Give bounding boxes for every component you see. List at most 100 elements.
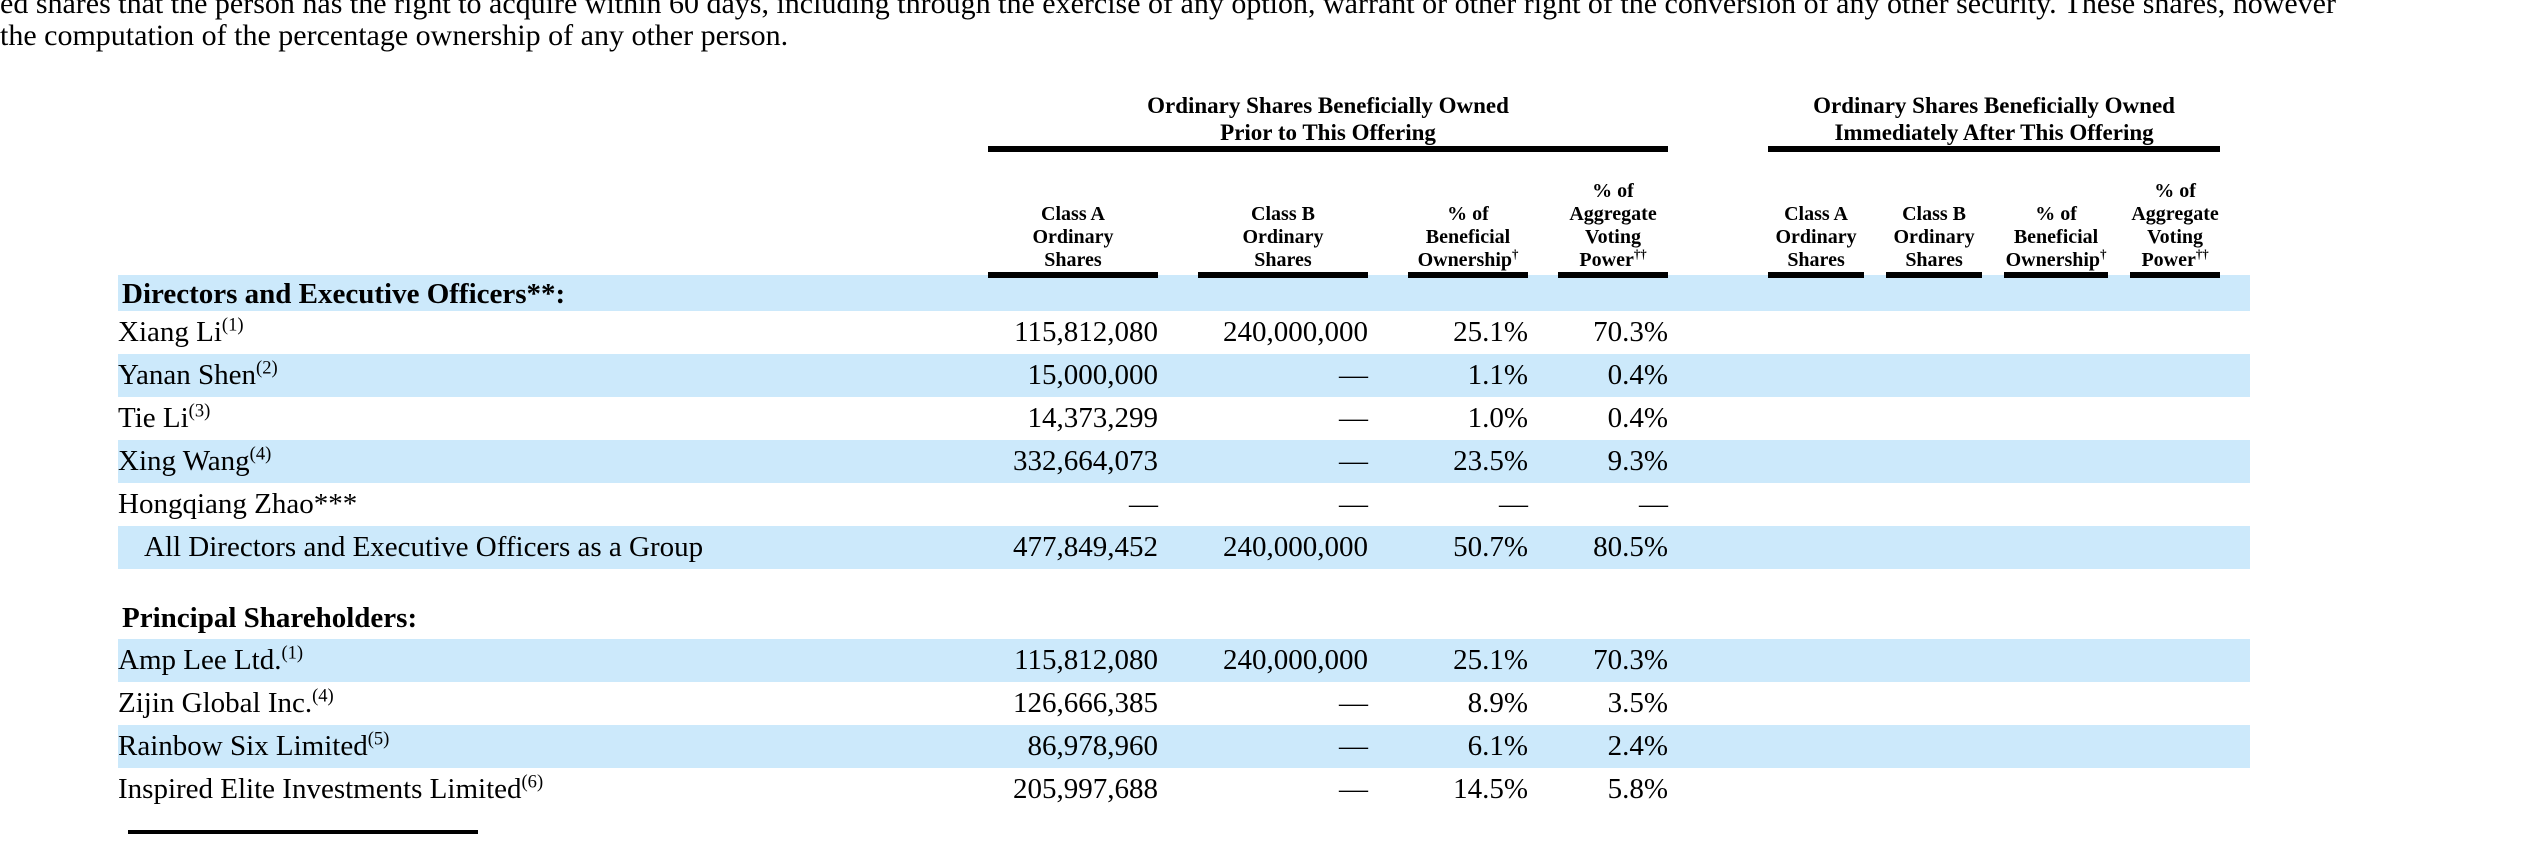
value-cell: 1.0% [1467, 402, 1528, 434]
column-gap [1158, 768, 1198, 811]
column-gap [2108, 526, 2130, 569]
value-cell [1768, 354, 1864, 397]
value-cell: — [1339, 730, 1368, 762]
column-gap [1668, 682, 1768, 725]
column-gap [1158, 397, 1198, 440]
column-header-classB-after: Class B Ordinary Shares [1886, 149, 1983, 278]
column-gap [1982, 440, 2004, 483]
paragraph-line-1: ed shares that the person has the right … [0, 0, 2336, 20]
value-cell [1886, 526, 1982, 569]
column-gap [2220, 639, 2250, 682]
column-gap [1982, 682, 2004, 725]
value-cell [2004, 725, 2108, 768]
value-cell: 0.4% [1607, 359, 1669, 391]
value-cell: 3.5% [1607, 687, 1669, 719]
column-gap [1158, 311, 1198, 354]
column-gap [1864, 483, 1886, 526]
column-gap [1528, 397, 1558, 440]
value-cell [2004, 526, 2108, 569]
value-cell: 1.1% [1467, 359, 1528, 391]
value-cell [2130, 354, 2220, 397]
value-cell [2130, 639, 2220, 682]
column-gap [1668, 440, 1768, 483]
footnote-ref: (2) [256, 357, 278, 379]
column-gap [2220, 483, 2250, 526]
column-gap [1982, 526, 2004, 569]
column-gap [1528, 440, 1558, 483]
column-gap [1982, 354, 2004, 397]
footnote-ref: (3) [188, 400, 211, 422]
table-row: All Directors and Executive Officers as … [118, 526, 2251, 569]
value-cell: 70.3% [1593, 644, 1669, 676]
value-cell: — [1339, 773, 1368, 805]
shareholder-name-text: Inspired Elite Investments Limited [118, 773, 522, 805]
shareholder-name: Rainbow Six Limited(5) [118, 725, 988, 768]
shareholder-name: Yanan Shen(2) [118, 354, 988, 397]
value-cell [2130, 725, 2220, 768]
column-gap [1864, 354, 1886, 397]
column-header-ownership-prior: % of Beneficial Ownership† [1408, 149, 1528, 278]
value-cell [2004, 397, 2108, 440]
table-row: Tie Li(3) 14,373,299 — 1.0% 0.4% [118, 397, 2250, 440]
column-gap [1864, 149, 1886, 275]
empty-cell [118, 149, 988, 275]
column-gap [1368, 397, 1408, 440]
shareholder-name-text: Hongqiang Zhao*** [118, 488, 358, 520]
column-gap [1158, 440, 1198, 483]
shareholder-name: Tie Li(3) [118, 397, 988, 440]
value-cell [1886, 682, 1982, 725]
group-header-after: Ordinary Shares Beneficially Owned Immed… [1768, 90, 2221, 152]
value-cell: 80.5% [1593, 531, 1669, 563]
value-cell [1886, 725, 1982, 768]
value-cell: 0.4% [1607, 402, 1669, 434]
shareholder-name: Inspired Elite Investments Limited(6) [118, 768, 988, 811]
column-gap [1528, 639, 1558, 682]
column-gap [1528, 526, 1558, 569]
value-cell [1886, 768, 1982, 811]
column-header-voting-prior: % of Aggregate Voting Power†† [1558, 149, 1669, 278]
value-cell: 126,666,385 [1013, 687, 1158, 719]
column-gap [1368, 639, 1408, 682]
column-gap [1864, 682, 1886, 725]
column-gap [1864, 440, 1886, 483]
column-gap [1368, 682, 1408, 725]
value-cell [1768, 311, 1864, 354]
paragraph-line-2: the computation of the percentage owners… [0, 19, 789, 52]
column-gap [1158, 682, 1198, 725]
value-cell [1768, 483, 1864, 526]
column-gap [1528, 725, 1558, 768]
value-cell: — [1129, 488, 1158, 520]
column-gap [1864, 397, 1886, 440]
value-cell [1768, 768, 1864, 811]
shareholder-name: Amp Lee Ltd.(1) [118, 639, 988, 682]
column-header-classB-prior: Class B Ordinary Shares [1198, 149, 1368, 278]
column-gap [2220, 725, 2250, 768]
value-cell: 477,849,452 [1013, 531, 1158, 563]
value-cell [1886, 354, 1982, 397]
column-gap [2108, 397, 2130, 440]
value-cell [1886, 311, 1982, 354]
value-cell: 70.3% [1593, 316, 1669, 348]
shareholder-name-text: Yanan Shen [118, 359, 257, 391]
column-gap [1368, 311, 1408, 354]
column-gap [1982, 311, 2004, 354]
value-cell: 115,812,080 [1014, 316, 1158, 348]
value-cell [1768, 725, 1864, 768]
value-cell [2130, 483, 2220, 526]
value-cell: 240,000,000 [1223, 316, 1368, 348]
column-gap [1864, 311, 1886, 354]
column-gap [1528, 311, 1558, 354]
column-gap [1864, 768, 1886, 811]
column-gap [1982, 725, 2004, 768]
column-gap [1668, 768, 1768, 811]
column-gap [2108, 311, 2130, 354]
column-gap [2108, 149, 2130, 275]
value-cell [2004, 483, 2108, 526]
value-cell [1886, 483, 1982, 526]
value-cell: 332,664,073 [1013, 445, 1158, 477]
column-gap [1158, 526, 1198, 569]
table-row: Hongqiang Zhao*** — — — — [118, 483, 2250, 526]
column-gap [1528, 682, 1558, 725]
value-cell: 23.5% [1453, 445, 1528, 477]
shareholder-name-text: Zijin Global Inc. [118, 687, 313, 719]
